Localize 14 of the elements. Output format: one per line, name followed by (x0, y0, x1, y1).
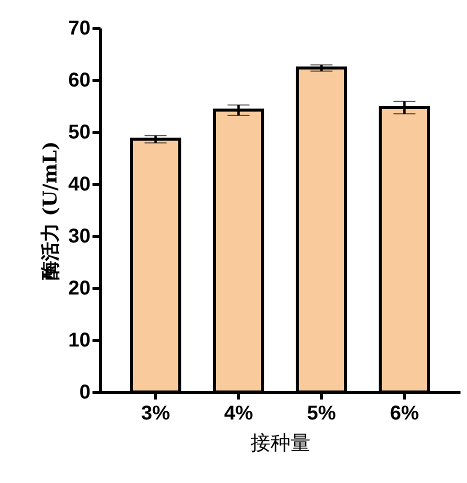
x-tick-label: 3% (141, 402, 170, 424)
y-tick-label: 10 (68, 330, 90, 352)
x-tick-label: 5% (307, 402, 336, 424)
y-tick-label: 70 (68, 18, 90, 40)
x-tick-label: 4% (224, 402, 254, 424)
x-tick-label: 6% (390, 402, 420, 424)
y-tick-label: 0 (79, 382, 90, 404)
x-axis-title: 接种量 (250, 430, 310, 454)
y-tick-label: 60 (68, 70, 90, 92)
y-axis-title: 酶活力 (U/mL) (39, 141, 62, 280)
y-tick-label: 30 (68, 226, 90, 248)
y-tick-label: 40 (68, 174, 90, 196)
y-tick-label: 50 (68, 122, 90, 144)
y-tick-label: 20 (68, 278, 90, 300)
